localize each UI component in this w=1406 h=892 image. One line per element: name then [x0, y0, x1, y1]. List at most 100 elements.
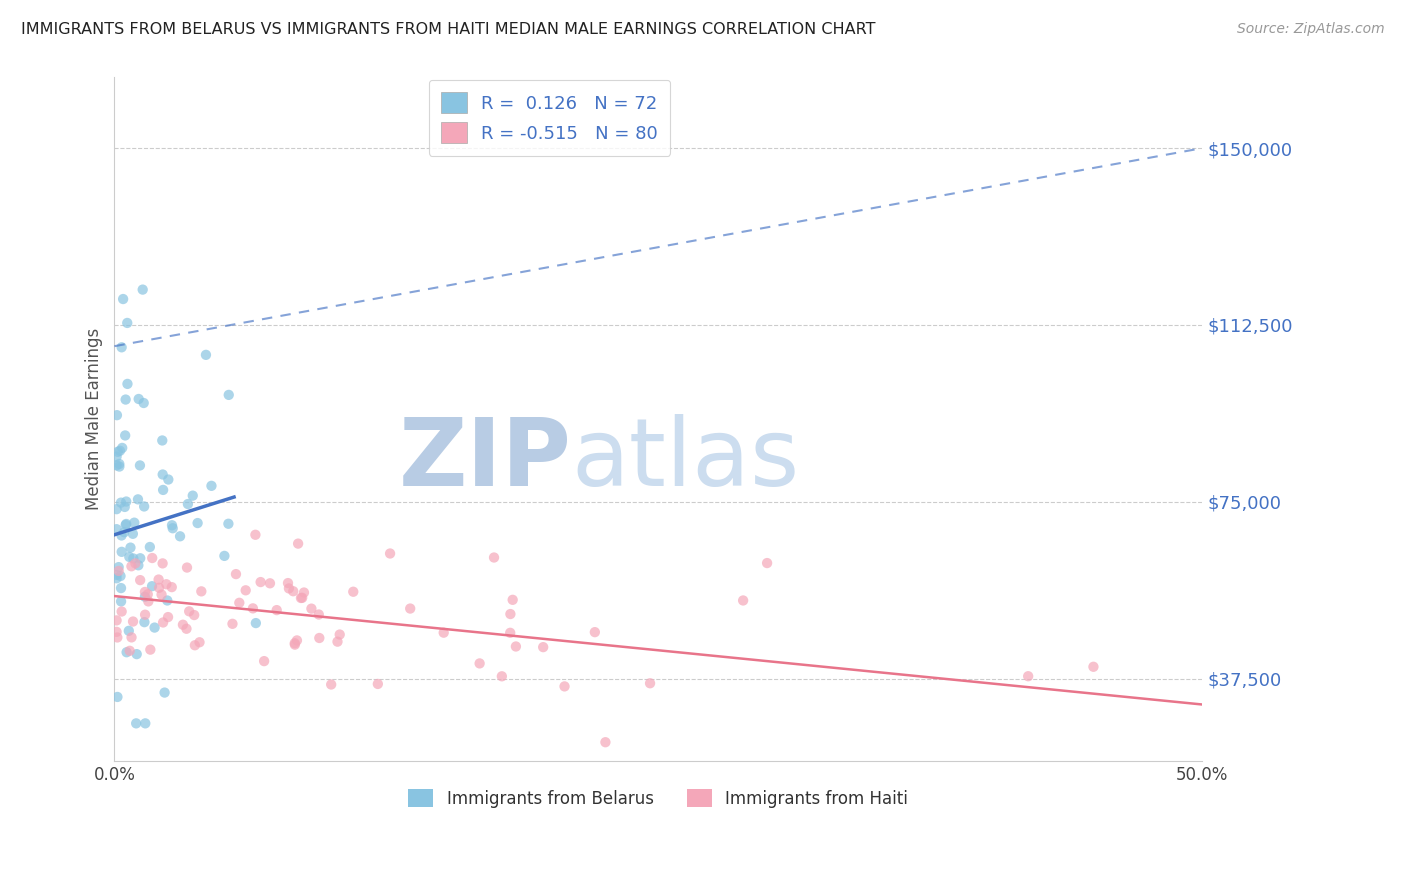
- Point: [110, 528, 132, 542]
- Point: [141, 579, 163, 593]
- Point: [118, 644, 141, 658]
- Point: [277, 576, 299, 591]
- Point: [120, 541, 142, 555]
- Point: [117, 376, 139, 391]
- Point: [221, 616, 243, 631]
- Point: [228, 596, 250, 610]
- Point: [122, 551, 145, 566]
- Point: [114, 428, 136, 442]
- Point: [125, 647, 148, 661]
- Point: [183, 608, 205, 623]
- Point: [124, 516, 146, 530]
- Point: [505, 640, 527, 654]
- Point: [122, 615, 145, 629]
- Point: [105, 450, 128, 464]
- Point: [172, 617, 194, 632]
- Point: [266, 603, 288, 617]
- Point: [184, 638, 207, 652]
- Point: [152, 615, 174, 630]
- Point: [177, 497, 200, 511]
- Point: [141, 551, 163, 566]
- Point: [110, 581, 132, 595]
- Point: [115, 645, 138, 659]
- Point: [111, 605, 134, 619]
- Point: [284, 636, 307, 650]
- Point: [134, 615, 156, 629]
- Point: [321, 677, 343, 691]
- Point: [107, 445, 129, 459]
- Text: IMMIGRANTS FROM BELARUS VS IMMIGRANTS FROM HAITI MEDIAN MALE EARNINGS CORRELATIO: IMMIGRANTS FROM BELARUS VS IMMIGRANTS FR…: [21, 22, 876, 37]
- Point: [134, 607, 156, 622]
- Text: Source: ZipAtlas.com: Source: ZipAtlas.com: [1237, 22, 1385, 37]
- Point: [249, 575, 271, 590]
- Point: [299, 601, 322, 615]
- Point: [105, 522, 128, 536]
- Point: [277, 582, 299, 596]
- Point: [118, 549, 141, 564]
- Point: [115, 494, 138, 508]
- Point: [131, 283, 153, 297]
- Point: [139, 540, 162, 554]
- Point: [290, 591, 312, 605]
- Point: [169, 529, 191, 543]
- Point: [162, 521, 184, 535]
- Point: [114, 500, 136, 514]
- Point: [125, 716, 148, 731]
- Point: [143, 621, 166, 635]
- Point: [155, 577, 177, 591]
- Point: [284, 638, 307, 652]
- Point: [733, 593, 755, 607]
- Point: [756, 556, 779, 570]
- Point: [152, 557, 174, 571]
- Point: [112, 292, 135, 306]
- Point: [110, 496, 132, 510]
- Point: [152, 467, 174, 482]
- Point: [114, 517, 136, 532]
- Point: [499, 607, 522, 621]
- Point: [502, 592, 524, 607]
- Point: [200, 479, 222, 493]
- Point: [217, 516, 239, 531]
- Legend: Immigrants from Belarus, Immigrants from Haiti: Immigrants from Belarus, Immigrants from…: [402, 782, 915, 814]
- Point: [214, 549, 236, 563]
- Point: [157, 473, 180, 487]
- Point: [179, 604, 201, 618]
- Point: [188, 635, 211, 649]
- Point: [308, 607, 330, 622]
- Point: [1083, 660, 1105, 674]
- Point: [129, 458, 152, 473]
- Point: [482, 550, 505, 565]
- Point: [187, 516, 209, 530]
- Point: [136, 587, 159, 601]
- Text: atlas: atlas: [571, 414, 800, 507]
- Point: [110, 569, 132, 583]
- Point: [111, 340, 134, 354]
- Point: [491, 669, 513, 683]
- Point: [190, 584, 212, 599]
- Point: [117, 316, 139, 330]
- Point: [105, 631, 128, 645]
- Point: [118, 624, 141, 638]
- Point: [326, 634, 349, 648]
- Point: [468, 657, 491, 671]
- Point: [139, 642, 162, 657]
- Point: [115, 516, 138, 531]
- Point: [105, 502, 128, 516]
- Point: [308, 631, 330, 645]
- Point: [153, 685, 176, 699]
- Point: [245, 528, 267, 542]
- Point: [107, 564, 129, 578]
- Point: [129, 573, 152, 587]
- Point: [134, 590, 156, 604]
- Point: [287, 536, 309, 550]
- Point: [329, 627, 352, 641]
- Point: [531, 640, 554, 654]
- Point: [128, 392, 150, 406]
- Point: [107, 560, 129, 574]
- Point: [134, 585, 156, 599]
- Point: [1017, 669, 1039, 683]
- Point: [110, 594, 132, 608]
- Point: [595, 735, 617, 749]
- Point: [157, 610, 180, 624]
- Point: [105, 624, 128, 639]
